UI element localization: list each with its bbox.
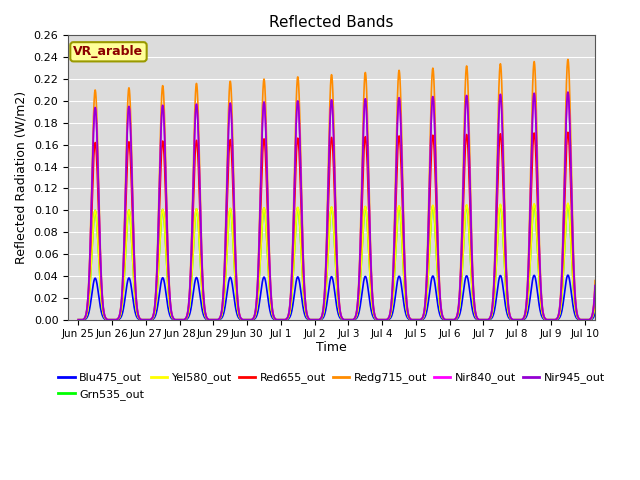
Red655_out bbox=[500, 193, 508, 199]
Blu475_out bbox=[614, 317, 622, 323]
Nir945_out bbox=[417, 316, 425, 322]
Redg715_out bbox=[74, 317, 82, 323]
Grn535_out bbox=[74, 317, 82, 323]
Red655_out bbox=[185, 302, 193, 308]
Red655_out bbox=[614, 317, 622, 323]
Blu475_out bbox=[609, 317, 616, 323]
Legend: Blu475_out, Grn535_out, Yel580_out, Red655_out, Redg715_out, Nir840_out, Nir945_: Blu475_out, Grn535_out, Yel580_out, Red6… bbox=[54, 368, 610, 404]
Grn535_out bbox=[614, 317, 622, 323]
Blu475_out bbox=[465, 282, 473, 288]
Grn535_out bbox=[185, 308, 193, 314]
Nir945_out bbox=[185, 300, 193, 305]
Blu475_out bbox=[500, 288, 508, 293]
Redg715_out bbox=[500, 146, 508, 152]
Line: Grn535_out: Grn535_out bbox=[78, 204, 618, 320]
Grn535_out bbox=[532, 216, 540, 221]
Title: Reflected Bands: Reflected Bands bbox=[269, 15, 394, 30]
Blu475_out bbox=[532, 277, 540, 283]
Redg715_out bbox=[417, 316, 425, 322]
Yel580_out bbox=[465, 227, 473, 233]
Yel580_out bbox=[614, 317, 622, 323]
Yel580_out bbox=[500, 240, 508, 246]
Line: Redg715_out: Redg715_out bbox=[78, 57, 618, 320]
Nir945_out bbox=[500, 167, 508, 172]
Nir840_out bbox=[598, 88, 605, 94]
Red655_out bbox=[532, 152, 540, 158]
Red655_out bbox=[598, 129, 605, 134]
Line: Nir945_out: Nir945_out bbox=[78, 91, 618, 320]
Line: Red655_out: Red655_out bbox=[78, 132, 618, 320]
Nir945_out bbox=[609, 315, 616, 321]
X-axis label: Time: Time bbox=[316, 341, 347, 354]
Redg715_out bbox=[465, 118, 473, 124]
Red655_out bbox=[609, 316, 616, 322]
Grn535_out bbox=[500, 240, 508, 246]
Nir945_out bbox=[74, 317, 82, 323]
Red655_out bbox=[465, 172, 473, 178]
Text: VR_arable: VR_arable bbox=[74, 45, 143, 58]
Y-axis label: Reflected Radiation (W/m2): Reflected Radiation (W/m2) bbox=[15, 91, 28, 264]
Yel580_out bbox=[74, 317, 82, 323]
Red655_out bbox=[74, 317, 82, 323]
Grn535_out bbox=[598, 201, 605, 207]
Grn535_out bbox=[465, 228, 473, 233]
Line: Blu475_out: Blu475_out bbox=[78, 275, 618, 320]
Nir840_out bbox=[465, 141, 473, 147]
Grn535_out bbox=[417, 317, 425, 323]
Nir945_out bbox=[598, 88, 605, 94]
Redg715_out bbox=[532, 89, 540, 95]
Line: Nir840_out: Nir840_out bbox=[78, 91, 618, 320]
Redg715_out bbox=[609, 315, 616, 321]
Nir840_out bbox=[609, 315, 616, 321]
Nir840_out bbox=[74, 317, 82, 323]
Nir840_out bbox=[500, 167, 508, 172]
Nir945_out bbox=[532, 117, 540, 123]
Yel580_out bbox=[417, 317, 425, 323]
Red655_out bbox=[417, 316, 425, 322]
Redg715_out bbox=[598, 54, 605, 60]
Nir840_out bbox=[417, 316, 425, 322]
Redg715_out bbox=[614, 317, 622, 323]
Blu475_out bbox=[598, 272, 605, 278]
Yel580_out bbox=[598, 200, 605, 205]
Yel580_out bbox=[532, 215, 540, 220]
Redg715_out bbox=[185, 298, 193, 304]
Nir840_out bbox=[532, 117, 540, 123]
Yel580_out bbox=[609, 316, 616, 322]
Nir840_out bbox=[185, 300, 193, 305]
Blu475_out bbox=[74, 317, 82, 323]
Nir945_out bbox=[614, 317, 622, 323]
Grn535_out bbox=[609, 316, 616, 322]
Nir945_out bbox=[465, 141, 473, 147]
Blu475_out bbox=[185, 313, 193, 319]
Line: Yel580_out: Yel580_out bbox=[78, 203, 618, 320]
Yel580_out bbox=[185, 308, 193, 314]
Nir840_out bbox=[614, 317, 622, 323]
Blu475_out bbox=[417, 317, 425, 323]
